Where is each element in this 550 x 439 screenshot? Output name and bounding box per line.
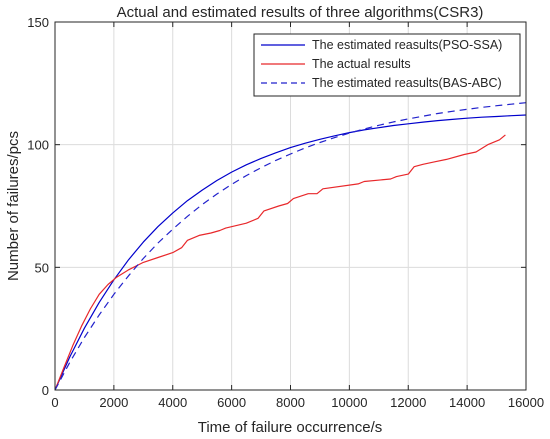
x-tick-label: 16000 bbox=[508, 395, 544, 410]
legend-label-bas-abc: The estimated reasults(BAS-ABC) bbox=[312, 76, 502, 90]
ticks bbox=[54, 21, 527, 391]
x-tick-label: 4000 bbox=[158, 395, 187, 410]
y-tick-label: 50 bbox=[35, 260, 49, 275]
x-tick-label: 10000 bbox=[331, 395, 367, 410]
y-tick-label: 150 bbox=[27, 15, 49, 30]
x-tick-label: 8000 bbox=[276, 395, 305, 410]
series-layer bbox=[54, 102, 527, 391]
x-tick-label: 2000 bbox=[99, 395, 128, 410]
series-line-2 bbox=[54, 134, 506, 391]
legend: The estimated reasults(PSO-SSA) The actu… bbox=[253, 33, 521, 97]
x-tick-label: 0 bbox=[51, 395, 58, 410]
legend-label-pso-ssa: The estimated reasults(PSO-SSA) bbox=[312, 38, 502, 52]
y-axis-title: Number of failures/pcs bbox=[5, 131, 22, 281]
x-tick-label: 14000 bbox=[449, 395, 485, 410]
series-line-3 bbox=[54, 102, 527, 391]
y-tick-label: 100 bbox=[27, 138, 49, 153]
x-tick-label: 12000 bbox=[390, 395, 426, 410]
legend-label-actual: The actual results bbox=[312, 57, 411, 71]
legend-box bbox=[253, 33, 521, 97]
chart-title: Actual and estimated results of three al… bbox=[117, 4, 484, 21]
x-axis-title: Time of failure occurrence/s bbox=[198, 419, 383, 436]
y-tick-label: 0 bbox=[42, 383, 49, 398]
series-line-1 bbox=[54, 114, 527, 391]
x-tick-label: 6000 bbox=[217, 395, 246, 410]
tick-labels: 0 2000 4000 6000 8000 10000 12000 14000 16000 0 50… bbox=[27, 15, 544, 410]
